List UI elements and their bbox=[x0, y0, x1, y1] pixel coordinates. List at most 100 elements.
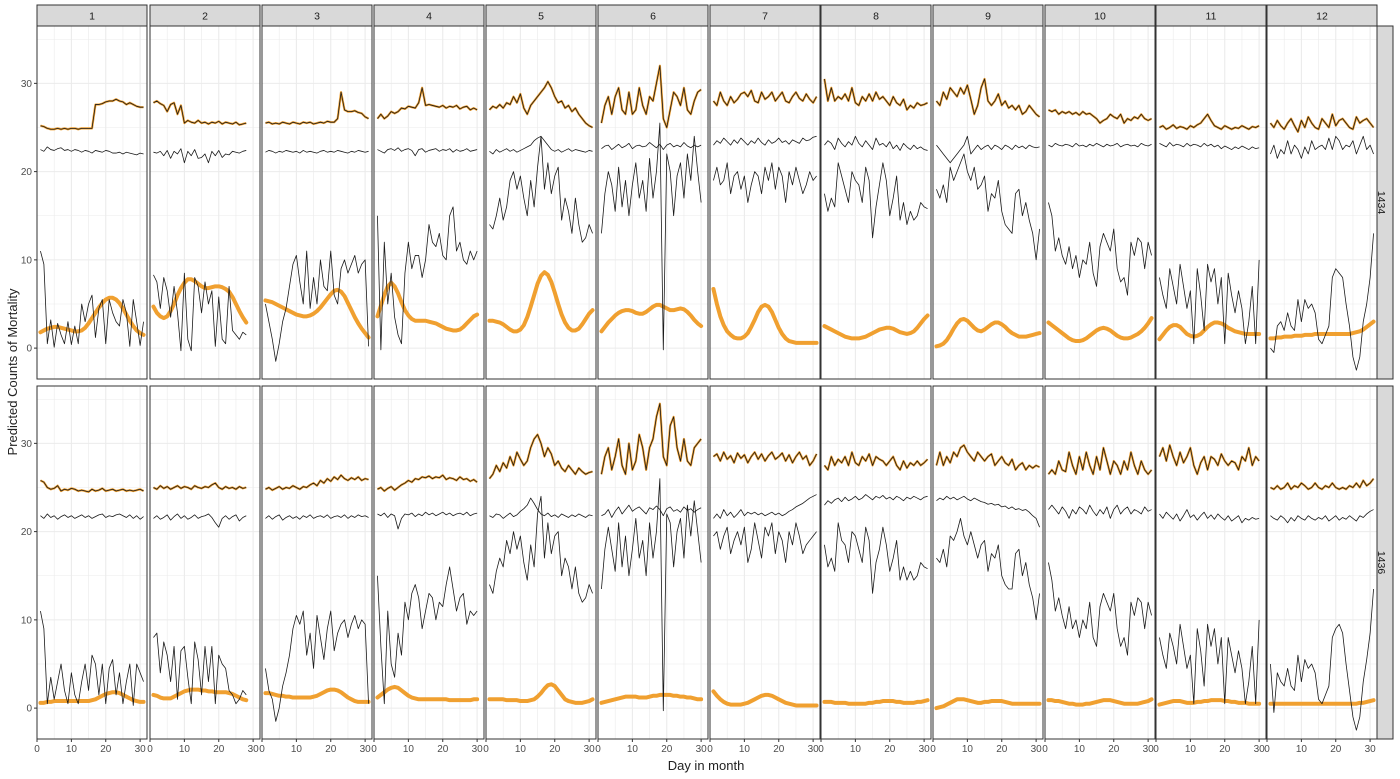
panel-background bbox=[262, 386, 372, 739]
panel-series-1436-2 bbox=[151, 481, 249, 705]
lower-series-line bbox=[265, 610, 369, 722]
panel-series-1436-5 bbox=[487, 433, 595, 705]
lower-series-line bbox=[1048, 202, 1152, 296]
panel-background bbox=[1156, 26, 1266, 379]
column-strip-label: 12 bbox=[1316, 11, 1328, 23]
facet-panel bbox=[261, 26, 372, 379]
upper-series-line bbox=[601, 65, 702, 128]
column-strip-label: 4 bbox=[426, 11, 432, 23]
middle-series-line bbox=[265, 514, 369, 521]
panel-background bbox=[598, 26, 708, 379]
x-tick-label: 30 bbox=[584, 744, 596, 755]
lower-series-line bbox=[1270, 588, 1374, 731]
lower-series-line bbox=[265, 250, 369, 362]
panel-series-1436-3 bbox=[263, 474, 371, 722]
panel-border bbox=[820, 25, 932, 380]
middle-series-line bbox=[713, 494, 817, 519]
lower-series-line bbox=[936, 517, 1040, 621]
smooth-curve bbox=[711, 689, 819, 708]
facet-panel bbox=[373, 26, 484, 379]
x-tick-label: 20 bbox=[1330, 744, 1342, 755]
y-tick-label: 30 bbox=[21, 439, 33, 450]
lower-series-line bbox=[377, 206, 478, 351]
y-tick-label: 30 bbox=[21, 79, 33, 90]
facet-panel bbox=[1044, 386, 1155, 739]
panel-border bbox=[261, 385, 373, 740]
x-tick-label: 30 bbox=[1031, 744, 1043, 755]
x-tick-label: 30 bbox=[808, 744, 820, 755]
middle-series-line bbox=[824, 494, 928, 506]
panel-background bbox=[486, 26, 596, 379]
facet-panel bbox=[149, 386, 260, 739]
panel-series-1434-5 bbox=[487, 80, 595, 334]
upper-series-line bbox=[153, 482, 247, 490]
panel-series-1434-3 bbox=[263, 91, 371, 362]
lower-series-line bbox=[1159, 619, 1260, 705]
upper-series-line bbox=[153, 100, 247, 126]
x-tick-label: 0 bbox=[818, 744, 824, 755]
panel-border bbox=[820, 385, 932, 740]
lower-series-line bbox=[713, 522, 817, 563]
x-tick-label: 20 bbox=[325, 744, 337, 755]
upper-series-line bbox=[1159, 113, 1260, 130]
lower-series-line bbox=[1048, 562, 1152, 656]
panel-background bbox=[150, 386, 260, 739]
panel-border bbox=[149, 25, 261, 380]
facet-panel bbox=[597, 26, 708, 379]
x-tick-label: 20 bbox=[549, 744, 561, 755]
panel-border bbox=[709, 25, 821, 380]
panel-series-1436-1 bbox=[38, 479, 146, 706]
x-axis-title: Day in month bbox=[668, 758, 745, 773]
facet-panel bbox=[1266, 386, 1377, 739]
x-tick-label: 10 bbox=[962, 744, 974, 755]
panel-background bbox=[598, 386, 708, 739]
x-tick-label: 0 bbox=[930, 744, 936, 755]
panel-border bbox=[373, 385, 485, 740]
facet-panel bbox=[261, 386, 372, 739]
smooth-curve bbox=[1046, 316, 1154, 344]
smooth-curve bbox=[599, 302, 704, 334]
panel-series-1434-8 bbox=[822, 78, 930, 341]
panel-border bbox=[597, 25, 709, 380]
column-strip-label: 10 bbox=[1094, 11, 1106, 23]
middle-series-line bbox=[824, 135, 928, 151]
facet-panel bbox=[149, 26, 260, 379]
middle-series-line bbox=[489, 497, 593, 519]
panel-border bbox=[1266, 385, 1378, 740]
smooth-curve bbox=[1157, 698, 1262, 707]
y-axis-title: Predicted Counts of Mortality bbox=[5, 288, 20, 455]
upper-series-line bbox=[489, 434, 593, 479]
smooth-curve bbox=[1046, 697, 1154, 707]
panel-border bbox=[1044, 25, 1156, 380]
middle-series-line bbox=[1048, 142, 1152, 148]
smooth-curve bbox=[711, 286, 819, 345]
column-strip-label: 9 bbox=[985, 11, 991, 23]
middle-series-line bbox=[153, 148, 247, 164]
panel-series-1436-10 bbox=[1046, 446, 1154, 707]
x-tick-label: 10 bbox=[403, 744, 415, 755]
middle-series-line bbox=[936, 135, 1040, 164]
panel-series-1436-11 bbox=[1157, 444, 1262, 707]
upper-series-line bbox=[265, 91, 369, 125]
lower-series-line bbox=[936, 153, 1040, 261]
column-strip-label: 1 bbox=[89, 11, 95, 23]
x-tick-label: 30 bbox=[360, 744, 372, 755]
panel-border bbox=[36, 25, 148, 380]
upper-series-line bbox=[601, 403, 702, 475]
panel-series-1436-8 bbox=[822, 451, 930, 706]
upper-series-line bbox=[936, 444, 1040, 471]
panel-series-1434-6 bbox=[599, 64, 704, 351]
x-tick-label: 30 bbox=[1143, 744, 1155, 755]
panel-background bbox=[710, 386, 820, 739]
panel-background bbox=[933, 386, 1043, 739]
middle-series-line bbox=[936, 495, 1040, 528]
lower-series-line bbox=[377, 566, 478, 705]
panel-background bbox=[710, 26, 820, 379]
x-tick-label: 0 bbox=[1042, 744, 1048, 755]
x-tick-label: 0 bbox=[707, 744, 713, 755]
y-tick-label: 20 bbox=[21, 527, 33, 538]
x-tick-label: 0 bbox=[371, 744, 377, 755]
lower-series-line bbox=[153, 632, 247, 705]
